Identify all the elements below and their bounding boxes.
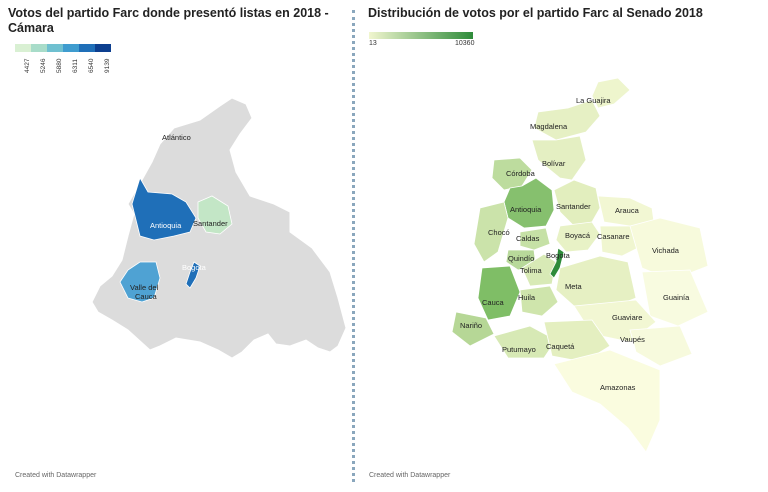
label-guaviare: Guaviare	[612, 313, 642, 322]
dept-casanare[interactable]	[599, 225, 643, 257]
dept-boyaca[interactable]	[555, 221, 601, 253]
dept-bogota[interactable]	[549, 247, 565, 279]
senado-map: La Guajira Magdalena Bolívar Córdoba Ant…	[451, 77, 709, 453]
legend-swatch-5	[79, 44, 95, 52]
label-arauca: Arauca	[615, 206, 640, 215]
dept-santander[interactable]	[553, 179, 601, 227]
label-santander: Santander	[193, 219, 228, 228]
senado-map-panel: Distribución de votos por el partido Far…	[360, 0, 768, 492]
label-vaupes: Vaupés	[620, 335, 645, 344]
label-meta: Meta	[565, 282, 583, 291]
credit-text: Created with Datawrapper	[369, 472, 451, 479]
dept-cauca[interactable]	[477, 265, 521, 321]
label-putumayo: Putumayo	[502, 345, 536, 354]
region-valle-del-cauca[interactable]	[119, 261, 161, 303]
legend-swatch-4	[63, 44, 79, 52]
dept-vichada[interactable]	[629, 217, 709, 281]
dept-labels: La Guajira Magdalena Bolívar Córdoba Ant…	[460, 96, 690, 392]
camara-map-panel: Votos del partido Farc donde presentó li…	[0, 0, 352, 492]
credit-text: Created with Datawrapper	[15, 472, 97, 479]
label-la-guajira: La Guajira	[576, 96, 611, 105]
dept-guainia[interactable]	[641, 269, 709, 327]
dept-magdalena[interactable]	[533, 99, 601, 141]
dept-huila[interactable]	[519, 285, 559, 317]
label-narino: Nariño	[460, 321, 482, 330]
label-caldas: Caldas	[516, 234, 540, 243]
label-valle-line: Valle del	[130, 283, 159, 292]
label-boyaca: Boyacá	[565, 231, 591, 240]
label-amazonas: Amazonas	[600, 383, 636, 392]
dept-amazonas[interactable]	[553, 349, 661, 453]
label-bolivar: Bolívar	[542, 159, 566, 168]
legend-swatch-3	[47, 44, 63, 52]
dept-vaupes[interactable]	[629, 325, 693, 367]
label-bogota: Bogota	[182, 263, 207, 272]
label-atlantico: Atlántico	[162, 133, 191, 142]
dept-caldas[interactable]	[519, 227, 551, 251]
dept-bolivar[interactable]	[531, 135, 587, 181]
senado-map-title: Distribución de votos por el partido Far…	[368, 6, 703, 20]
label-magdalena: Magdalena	[530, 122, 568, 131]
region-bogota[interactable]	[185, 261, 201, 289]
camara-map-title: Votos del partido Farc donde presentó li…	[8, 6, 329, 35]
scale-min-label: 13	[369, 40, 377, 47]
label-casanare: Casanare	[597, 232, 630, 241]
label-cauca-line: Cauca	[135, 292, 158, 301]
label-bogota: Bogota	[546, 251, 571, 260]
label-antioquia: Antioquia	[510, 205, 542, 214]
dept-narino[interactable]	[451, 311, 495, 347]
label-vichada: Vichada	[652, 246, 680, 255]
dept-la-guajira[interactable]	[591, 77, 631, 109]
label-huila: Huila	[518, 293, 536, 302]
label-quindio: Quindío	[508, 254, 534, 263]
label-cordoba: Córdoba	[506, 169, 536, 178]
label-antioquia: Antioquia	[150, 221, 182, 230]
panel-divider	[352, 10, 355, 482]
dept-choco[interactable]	[473, 201, 509, 263]
gradient-scale-bar	[369, 32, 473, 39]
region-santander[interactable]	[197, 195, 233, 235]
label-santander: Santander	[556, 202, 591, 211]
legend-swatch-1	[15, 44, 31, 52]
scale-max-label: 10360	[455, 40, 475, 47]
label-caqueta: Caquetá	[546, 342, 575, 351]
region-antioquia[interactable]	[131, 176, 197, 241]
label-choco: Chocó	[488, 228, 510, 237]
legend-swatch-2	[31, 44, 47, 52]
label-guainia: Guainía	[663, 293, 690, 302]
label-tolima: Tolima	[520, 266, 543, 275]
label-valle-del-cauca: Valle del Cauca	[130, 283, 160, 301]
label-cauca: Cauca	[482, 298, 505, 307]
legend-swatch-6	[95, 44, 111, 52]
camara-map: Atlántico Antioquia Santander Bogota Val…	[91, 97, 347, 359]
